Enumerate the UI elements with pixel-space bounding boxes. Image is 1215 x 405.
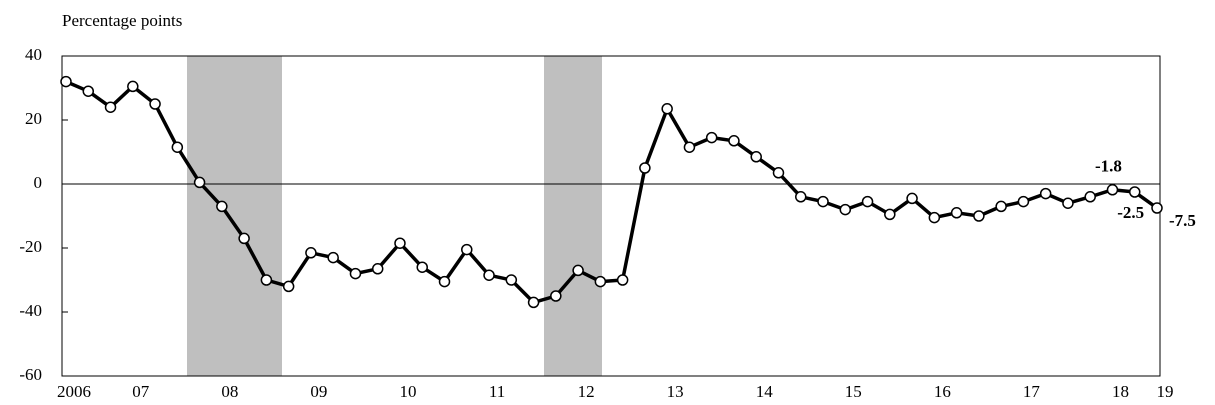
point	[1151, 202, 1163, 214]
point	[839, 203, 852, 216]
point	[683, 141, 696, 153]
point	[349, 267, 362, 280]
point	[928, 211, 941, 224]
x-tick-label: 13	[667, 382, 684, 401]
point	[728, 135, 740, 147]
shaded-period	[544, 56, 602, 376]
point	[193, 176, 206, 189]
point	[995, 200, 1007, 213]
point	[527, 296, 540, 309]
x-tick-label: 10	[399, 382, 416, 401]
point	[973, 210, 985, 222]
value-label: -7.5	[1169, 211, 1196, 230]
x-tick-label: 08	[221, 382, 238, 401]
point	[1128, 186, 1141, 198]
point	[149, 98, 161, 110]
point	[238, 232, 250, 245]
point	[82, 85, 95, 97]
y-tick-label: 40	[25, 45, 42, 64]
point	[505, 274, 518, 286]
y-tick-label: 20	[25, 109, 42, 128]
y-tick-label: -40	[19, 301, 42, 320]
point	[327, 251, 339, 264]
point	[305, 247, 317, 259]
point	[795, 191, 807, 203]
point	[661, 103, 673, 115]
point	[416, 261, 428, 273]
point	[1039, 187, 1052, 200]
y-axis-label: Percentage points	[62, 11, 182, 30]
point	[282, 280, 295, 293]
point	[705, 131, 718, 144]
point	[906, 192, 918, 205]
x-tick-label: 07	[132, 382, 150, 401]
point	[572, 264, 584, 277]
point	[1084, 191, 1096, 203]
x-tick-label: 12	[578, 382, 595, 401]
x-tick-label: 09	[310, 382, 327, 401]
x-tick-label: 2006	[57, 382, 91, 401]
point	[461, 243, 473, 256]
x-tick-label: 15	[845, 382, 862, 401]
point	[1017, 195, 1030, 208]
point	[60, 75, 72, 88]
point	[616, 274, 629, 286]
point	[884, 208, 896, 221]
y-tick-label: -20	[19, 237, 42, 256]
y-tick-label: -60	[19, 365, 42, 384]
value-label: -2.5	[1117, 203, 1144, 222]
point	[171, 141, 184, 153]
x-tick-label: 11	[489, 382, 505, 401]
point	[260, 274, 273, 286]
point	[950, 207, 963, 219]
point	[127, 80, 139, 93]
point	[772, 167, 785, 179]
y-tick-label: 0	[34, 173, 43, 192]
point	[216, 200, 228, 213]
point	[861, 195, 874, 208]
point	[483, 269, 495, 281]
point	[104, 101, 117, 113]
plot-frame	[61, 55, 1161, 377]
point	[371, 263, 384, 275]
point	[817, 195, 829, 208]
x-tick-label: 14	[756, 382, 774, 401]
point	[594, 275, 607, 288]
x-tick-label: 18	[1112, 382, 1129, 401]
x-tick-label: 19	[1157, 382, 1174, 401]
x-tick-label: 17	[1023, 382, 1041, 401]
point	[438, 275, 451, 288]
x-tick-label: 16	[934, 382, 951, 401]
point	[394, 237, 406, 249]
point	[1062, 197, 1074, 209]
shaded-period	[187, 56, 282, 376]
point	[639, 162, 651, 174]
point	[750, 151, 762, 163]
value-label: -1.8	[1095, 157, 1122, 176]
point	[1106, 184, 1119, 196]
point	[550, 290, 562, 302]
